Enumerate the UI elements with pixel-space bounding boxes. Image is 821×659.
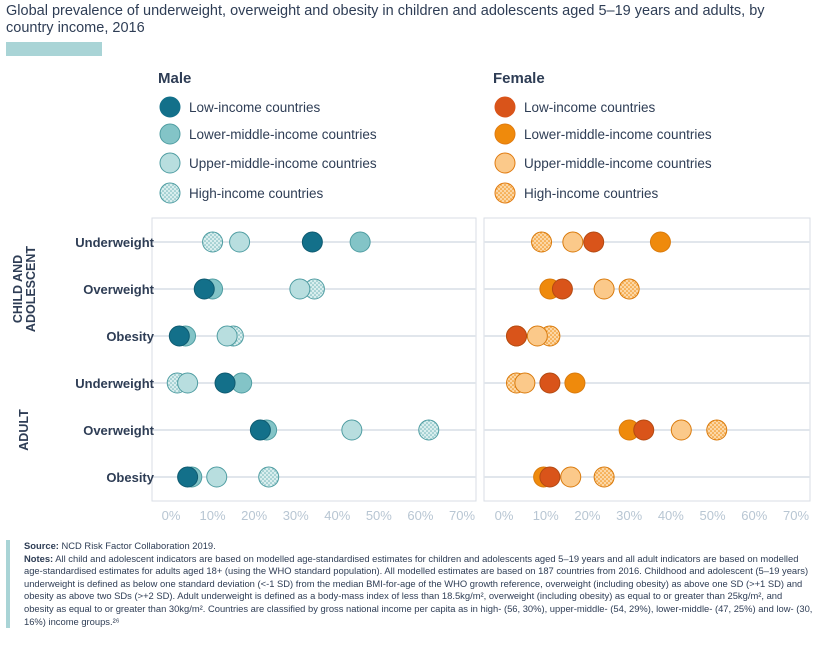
panel-female: 0% 10% 20% 30% 40% 50% 60% 70% [483, 217, 811, 523]
x-tick-label: 10% [200, 508, 226, 523]
point-male-low-income-countries-row6 [177, 466, 199, 488]
row-label-obesity: Obesity [106, 470, 154, 485]
point-male-upper-middle-income-countries-row6 [206, 466, 228, 488]
point-male-upper-middle-income-countries-row1 [229, 231, 251, 253]
legend-title-female: Female [493, 70, 545, 87]
point-female-high-income-countries-row2 [618, 278, 640, 300]
point-female-high-income-countries-row6 [593, 466, 615, 488]
legend-label-male-lower-middle-income-countries: Lower-middle-income countries [189, 127, 377, 142]
point-female-upper-middle-income-countries-row2 [593, 278, 615, 300]
title-accent-bar [6, 42, 102, 56]
legend-marker-male-lower-middle-income-countries [159, 123, 181, 145]
x-tick-label: 60% [741, 508, 767, 523]
legend-label-male-high-income-countries: High-income countries [189, 186, 324, 201]
row-label-overweight: Overweight [83, 282, 154, 297]
point-female-low-income-countries-row5 [633, 419, 655, 441]
group-label-adult: ADULT [17, 409, 31, 451]
legend-marker-female-lower-middle-income-countries [494, 123, 516, 145]
point-female-low-income-countries-row1 [583, 231, 605, 253]
point-female-lower-middle-income-countries-row1 [649, 231, 671, 253]
point-male-high-income-countries-row6 [258, 466, 280, 488]
x-tick-label: 30% [616, 508, 642, 523]
x-tick-label: 70% [449, 508, 475, 523]
legend-marker-male-upper-middle-income-countries [159, 152, 181, 174]
x-tick-label: 40% [658, 508, 684, 523]
point-female-upper-middle-income-countries-row4 [514, 372, 536, 394]
point-male-low-income-countries-row1 [301, 231, 323, 253]
point-female-high-income-countries-row1 [531, 231, 553, 253]
point-female-upper-middle-income-countries-row6 [560, 466, 582, 488]
legend-marker-female-high-income-countries [494, 182, 516, 204]
panel-frame-female [483, 217, 811, 502]
point-female-high-income-countries-row5 [706, 419, 728, 441]
x-tick-label: 50% [700, 508, 726, 523]
point-male-low-income-countries-row3 [168, 325, 190, 347]
x-tick-label: 40% [324, 508, 350, 523]
row-label-underweight: Underweight [75, 235, 154, 250]
group-label-line: ADULT [17, 409, 31, 451]
legend-marker-male-high-income-countries [159, 182, 181, 204]
x-tick-label: 0% [495, 508, 514, 523]
point-female-upper-middle-income-countries-row1 [562, 231, 584, 253]
group-label-child-and-adolescent: CHILD AND ADOLESCENT [11, 246, 38, 332]
point-female-low-income-countries-row3 [506, 325, 528, 347]
x-tick-label: 0% [162, 508, 181, 523]
x-tick-label: 50% [366, 508, 392, 523]
point-male-high-income-countries-row1 [202, 231, 224, 253]
legend-label-female-upper-middle-income-countries: Upper-middle-income countries [524, 156, 712, 171]
x-tick-label: 20% [574, 508, 600, 523]
notes-block: Source: NCD Risk Factor Collaboration 20… [6, 540, 814, 629]
x-tick-label: 20% [241, 508, 267, 523]
notes-label: Notes: [24, 552, 54, 564]
legend-marker-male-low-income-countries [159, 96, 181, 118]
point-male-low-income-countries-row2 [193, 278, 215, 300]
point-female-low-income-countries-row2 [551, 278, 573, 300]
panel-male: 0% 10% 20% 30% 40% 50% 60% 70% [151, 217, 477, 523]
point-male-high-income-countries-row5 [418, 419, 440, 441]
point-male-low-income-countries-row5 [249, 419, 271, 441]
point-female-lower-middle-income-countries-row4 [564, 372, 586, 394]
row-label-underweight: Underweight [75, 376, 154, 391]
row-label-obesity: Obesity [106, 329, 154, 344]
x-tick-label: 30% [283, 508, 309, 523]
point-male-upper-middle-income-countries-row3 [216, 325, 238, 347]
point-female-low-income-countries-row6 [539, 466, 561, 488]
legend-label-male-low-income-countries: Low-income countries [189, 100, 321, 115]
point-male-upper-middle-income-countries-row2 [289, 278, 311, 300]
group-label-line: ADOLESCENT [24, 246, 38, 332]
point-female-upper-middle-income-countries-row5 [670, 419, 692, 441]
point-male-low-income-countries-row4 [214, 372, 236, 394]
legend-marker-female-upper-middle-income-countries [494, 152, 516, 174]
point-female-low-income-countries-row4 [539, 372, 561, 394]
panel-frame-male [151, 217, 477, 502]
legend-label-male-upper-middle-income-countries: Upper-middle-income countries [189, 156, 377, 171]
row-label-overweight: Overweight [83, 423, 154, 438]
x-tick-label: 70% [783, 508, 809, 523]
source-text: NCD Risk Factor Collaboration 2019. [61, 540, 216, 551]
point-male-upper-middle-income-countries-row5 [341, 419, 363, 441]
point-male-lower-middle-income-countries-row1 [349, 231, 371, 253]
x-tick-label: 60% [407, 508, 433, 523]
legend-label-female-lower-middle-income-countries: Lower-middle-income countries [524, 127, 712, 142]
point-female-upper-middle-income-countries-row3 [526, 325, 548, 347]
legend-marker-female-low-income-countries [494, 96, 516, 118]
group-label-line: CHILD AND [11, 255, 25, 323]
point-male-upper-middle-income-countries-row4 [177, 372, 199, 394]
legend-label-female-high-income-countries: High-income countries [524, 186, 659, 201]
chart-title: Global prevalence of underweight, overwe… [6, 3, 765, 36]
source-label: Source: [24, 540, 59, 551]
x-tick-label: 10% [533, 508, 559, 523]
chart: Male Low-income countries Lower-middle-inc… [11, 70, 811, 523]
notes-text: All child and adolescent indicators are … [24, 552, 813, 627]
legend-title-male: Male [158, 70, 191, 87]
legend-label-female-low-income-countries: Low-income countries [524, 100, 656, 115]
